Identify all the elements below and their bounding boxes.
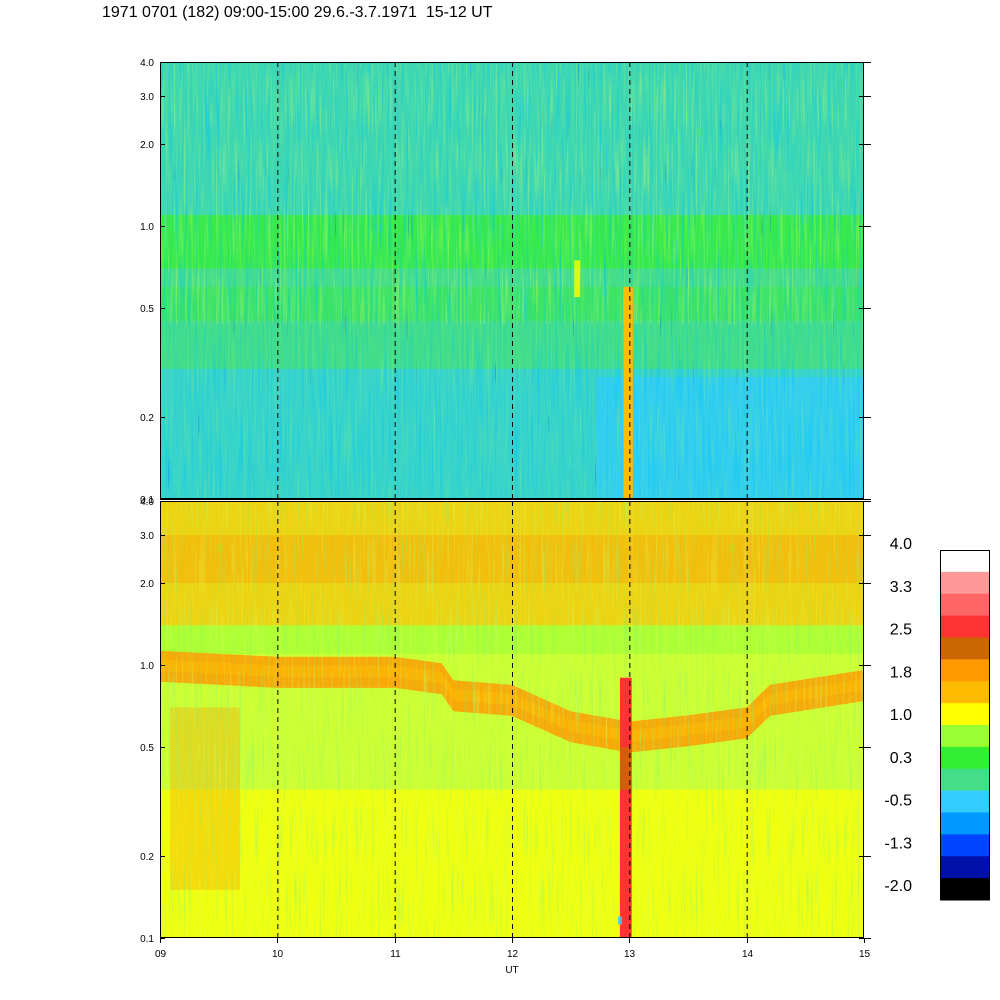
y-tick-label: 3.0	[140, 92, 154, 103]
colorbar-swatch	[940, 834, 990, 857]
colorbar-swatch	[940, 856, 990, 879]
colorbar-swatch	[940, 593, 990, 617]
y-tick-label: 0.5	[140, 743, 154, 754]
panel-lower-spike-dark	[619, 747, 632, 790]
x-tick-label: 12	[507, 949, 519, 960]
colorbar-swatch	[940, 615, 990, 638]
colorbar-swatch	[940, 659, 990, 682]
y-tick-label: 2.0	[140, 579, 154, 590]
colorbar-label: 4.0	[890, 536, 912, 553]
chart-title: 1971 0701 (182) 09:00-15:00 29.6.-3.7.19…	[102, 4, 493, 21]
colorbar-swatch	[940, 571, 990, 595]
x-tick-label: 14	[742, 949, 754, 960]
colorbar-swatch	[940, 812, 990, 835]
y-tick-label: 0.2	[140, 852, 154, 863]
axes: 0.10.20.51.02.03.04.00.10.20.51.02.03.04…	[140, 58, 871, 976]
hour-lines	[277, 62, 748, 938]
colorbar-label: -1.3	[884, 835, 912, 852]
colorbar: 4.0 3.3 2.5 1.8 1.0 0.3 -0.5 -1.3 -2.0	[884, 536, 990, 901]
x-tick-label: 11	[390, 949, 401, 960]
y-tick-label: 0.1	[140, 934, 154, 945]
y-tick-label: 0.5	[140, 304, 154, 315]
x-tick-label: 10	[272, 949, 284, 960]
panel-lower-spike-cyan	[618, 916, 623, 925]
y-tick-label: 0.2	[140, 413, 154, 424]
colorbar-label: 0.3	[890, 750, 912, 767]
y-tick-label: 1.0	[140, 661, 154, 672]
colorbar-label: -2.0	[884, 878, 912, 895]
colorbar-swatch	[940, 790, 990, 813]
y-tick-label: 4.0	[140, 497, 154, 508]
panel-frame	[160, 501, 864, 938]
colorbar-label: 1.8	[890, 664, 912, 681]
colorbar-swatch	[940, 878, 990, 901]
colorbar-label: 3.3	[890, 579, 912, 596]
colorbar-swatch	[940, 725, 990, 748]
colorbar-frame	[940, 550, 990, 900]
x-tick-label: 09	[155, 949, 167, 960]
colorbar-swatch	[940, 681, 990, 704]
colorbar-label: 2.5	[890, 622, 912, 639]
x-tick-label: 13	[624, 949, 636, 960]
colorbar-swatch	[940, 637, 990, 660]
colorbar-label: 1.0	[890, 707, 912, 724]
colorbar-swatch	[940, 703, 990, 726]
panel-frame	[160, 62, 864, 499]
panel-upper-yellow-patch	[574, 260, 581, 298]
colorbar-swatch	[940, 550, 990, 573]
y-tick-label: 4.0	[140, 58, 154, 69]
colorbar-swatch	[940, 768, 990, 792]
y-tick-label: 3.0	[140, 531, 154, 542]
y-tick-label: 1.0	[140, 222, 154, 233]
x-axis-label: UT	[505, 965, 518, 976]
panel-lower-spike	[619, 677, 632, 938]
panel-upper-spike	[623, 286, 633, 499]
y-tick-label: 0.1	[140, 495, 154, 506]
colorbar-swatch	[940, 746, 990, 770]
x-tick-label: 15	[859, 949, 871, 960]
colorbar-label: -0.5	[884, 793, 912, 810]
y-tick-label: 2.0	[140, 140, 154, 151]
